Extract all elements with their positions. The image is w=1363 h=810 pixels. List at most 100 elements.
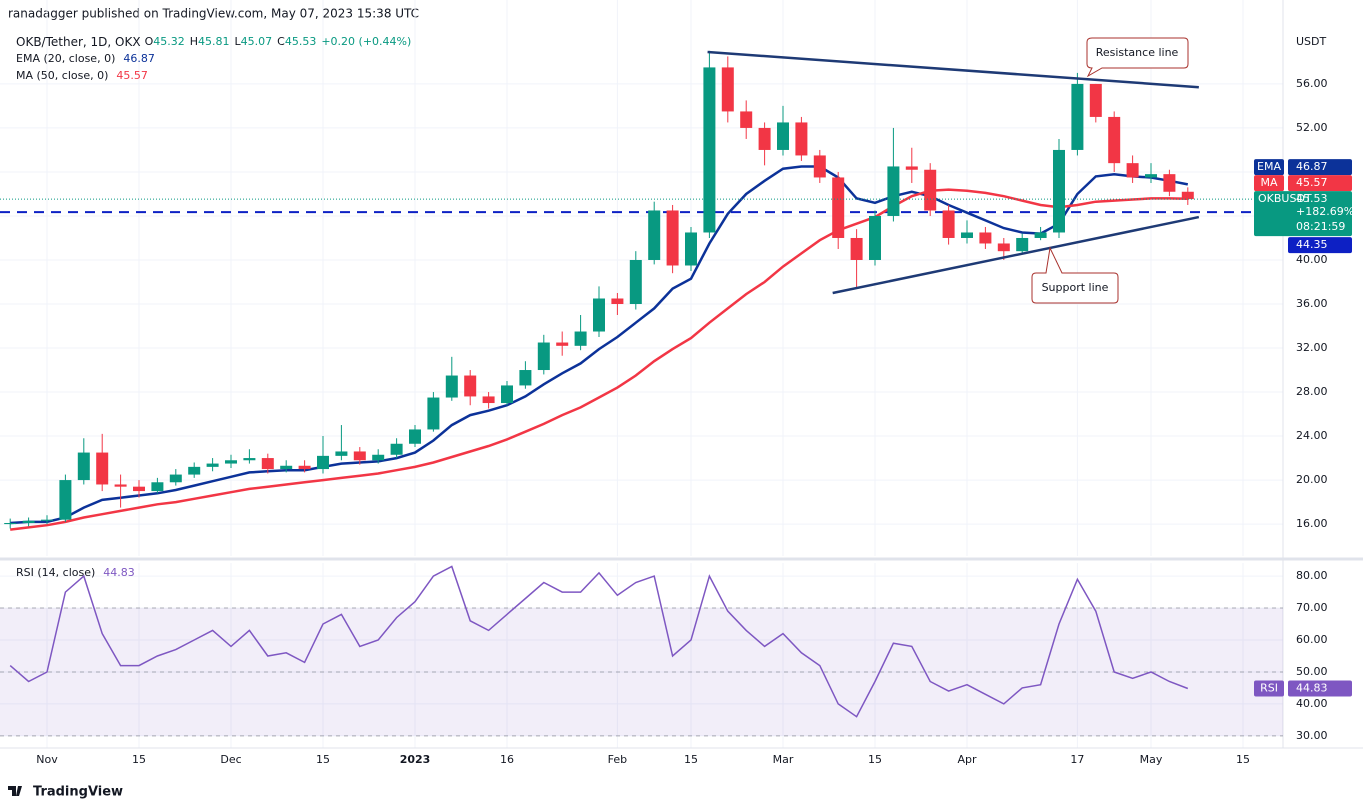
x-tick-label: Feb bbox=[608, 753, 627, 766]
candle-body bbox=[114, 484, 127, 487]
candle-body bbox=[685, 232, 697, 266]
candle-body bbox=[537, 342, 550, 371]
y-tick-label: 32.00 bbox=[1296, 341, 1328, 354]
candle-body bbox=[887, 166, 900, 216]
y-tick-label: 20.00 bbox=[1296, 473, 1328, 486]
x-tick-label: 15 bbox=[868, 753, 882, 766]
candle-body bbox=[77, 452, 90, 481]
published-line: ranadagger published on TradingView.com,… bbox=[8, 7, 419, 21]
candle-body bbox=[1108, 116, 1121, 164]
y-tick-label: 36.00 bbox=[1296, 297, 1328, 310]
candle-body bbox=[869, 215, 881, 260]
rsi-tick-label: 40.00 bbox=[1296, 697, 1328, 710]
candle-body bbox=[1034, 232, 1047, 238]
price-badge-change: +182.69% bbox=[1296, 205, 1354, 218]
rsi-line bbox=[9, 565, 1189, 718]
rsi-tick-label: 50.00 bbox=[1296, 665, 1328, 678]
x-tick-label: Dec bbox=[220, 753, 241, 766]
candle-body bbox=[832, 177, 845, 238]
ohlc-label: L bbox=[235, 35, 242, 48]
candle-body bbox=[206, 463, 219, 467]
y-tick-label: 56.00 bbox=[1296, 77, 1328, 90]
candle-body bbox=[979, 232, 992, 244]
footer-logo: TradingView bbox=[8, 785, 123, 800]
x-tick-label: Nov bbox=[36, 753, 58, 766]
y-tick-label: 52.00 bbox=[1296, 121, 1328, 134]
axis-badge-tag-text: EMA bbox=[1257, 160, 1281, 173]
candle-body bbox=[905, 166, 918, 170]
callout-label: Support line bbox=[1042, 281, 1109, 294]
indicator-legend: EMA (20, close, 0) 46.87 bbox=[16, 52, 155, 65]
candle-body bbox=[261, 458, 274, 470]
ohlc-value: 45.32 bbox=[153, 35, 185, 48]
candle-body bbox=[41, 519, 53, 521]
candle-body bbox=[151, 482, 164, 492]
axis-badge-tag bbox=[1254, 159, 1284, 176]
ohlc-label: H bbox=[190, 35, 198, 48]
candle-body bbox=[924, 169, 937, 211]
candle-body bbox=[942, 210, 955, 238]
price-badge-countdown: 08:21:59 bbox=[1296, 220, 1345, 233]
candle-body bbox=[409, 429, 421, 444]
x-tick-label: 16 bbox=[500, 753, 514, 766]
indicator-line bbox=[10, 188, 1188, 531]
y-tick-label: 16.00 bbox=[1296, 517, 1328, 530]
ohlc-label: O bbox=[145, 35, 154, 48]
axis-badge bbox=[1288, 175, 1352, 192]
price-badge-value: 45.53 bbox=[1296, 192, 1328, 205]
candle-body bbox=[519, 370, 532, 386]
candle-body bbox=[96, 452, 109, 485]
y-tick-label: 28.00 bbox=[1296, 385, 1328, 398]
x-tick-label: Mar bbox=[773, 753, 794, 766]
rsi-name: RSI (14, close) bbox=[16, 566, 95, 579]
candle-body bbox=[59, 480, 72, 520]
callout-box bbox=[1031, 246, 1119, 304]
logo-icon bbox=[8, 786, 22, 796]
trend-line bbox=[832, 215, 1200, 295]
indicator-value: 46.87 bbox=[123, 52, 155, 65]
indicator-name: MA (50, close, 0) bbox=[16, 69, 108, 82]
candle-body bbox=[298, 465, 311, 470]
candle-body bbox=[593, 298, 605, 332]
axis-badge-tag-text: MA bbox=[1260, 176, 1277, 189]
candle-body bbox=[133, 486, 145, 492]
candle-body bbox=[813, 155, 826, 178]
rsi-tick-label: 70.00 bbox=[1296, 601, 1328, 614]
support-callout: Support line bbox=[1031, 246, 1119, 304]
indicator-line bbox=[10, 165, 1189, 525]
candle-body bbox=[666, 210, 679, 266]
candle-body bbox=[850, 237, 863, 260]
rsi-legend: RSI (14, close) 44.83 bbox=[16, 566, 135, 579]
candle-body bbox=[353, 451, 366, 461]
ohlc-value: 45.53 bbox=[285, 35, 317, 48]
x-tick-label: Apr bbox=[957, 753, 977, 766]
axis-badge-text: 44.35 bbox=[1296, 238, 1328, 251]
x-tick-label: 15 bbox=[684, 753, 698, 766]
candle-body bbox=[574, 331, 587, 346]
candle-body bbox=[703, 67, 716, 233]
axis-badge bbox=[1288, 159, 1352, 176]
candle-body bbox=[427, 397, 440, 430]
candle-body bbox=[501, 385, 513, 404]
ohlc-value: 45.07 bbox=[241, 35, 273, 48]
price-badge bbox=[1254, 191, 1352, 237]
candle-body bbox=[335, 451, 348, 456]
candle-body bbox=[648, 210, 661, 260]
axis-badge-text: 44.83 bbox=[1296, 681, 1328, 694]
candle-body bbox=[1145, 174, 1157, 178]
axis-badge-text: 45.57 bbox=[1296, 176, 1328, 189]
x-tick-label: 2023 bbox=[400, 753, 431, 766]
candle-body bbox=[777, 122, 789, 150]
candle-body bbox=[372, 454, 385, 461]
candle-body bbox=[243, 458, 256, 461]
y-tick-label: 24.00 bbox=[1296, 429, 1328, 442]
candle-body bbox=[464, 375, 477, 397]
symbol: OKB/Tether, 1D, OKX bbox=[16, 35, 141, 49]
price-badge-symbol: OKBUSDT bbox=[1258, 192, 1312, 205]
rsi-tick-label: 80.00 bbox=[1296, 569, 1328, 582]
trend-line bbox=[707, 50, 1199, 89]
candle-body bbox=[1181, 191, 1194, 200]
indicator-value: 45.57 bbox=[116, 69, 148, 82]
axis-badge-tag-text: RSI bbox=[1260, 681, 1278, 694]
candle-body bbox=[629, 259, 642, 305]
